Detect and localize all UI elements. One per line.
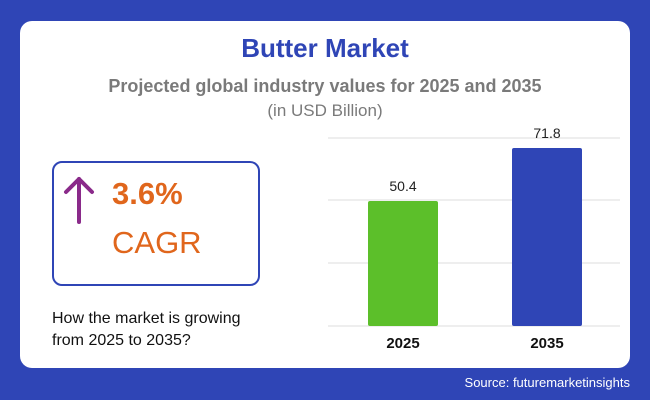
cagr-value: 3.6% — [112, 176, 183, 211]
x-tick-label-2035: 2035 — [530, 335, 563, 352]
bar-value-label-2025: 50.4 — [389, 178, 416, 194]
unit-label: (in USD Billion) — [267, 101, 383, 120]
bar-2035 — [512, 148, 582, 326]
growth-question-line-1: How the market is growing — [52, 310, 241, 327]
cagr-box — [52, 161, 260, 286]
x-tick-label-2025: 2025 — [386, 335, 419, 352]
growth-question-line-2: from 2025 to 2035? — [52, 332, 191, 349]
bar-value-label-2035: 71.8 — [533, 125, 560, 141]
chart-title: Butter Market — [241, 33, 409, 63]
up-arrow-icon — [64, 177, 94, 224]
chart-subtitle: Projected global industry values for 202… — [108, 76, 542, 96]
cagr-label: CAGR — [112, 225, 202, 260]
source-label: Source: futuremarketinsights — [464, 375, 630, 390]
bar-2025 — [368, 201, 438, 326]
growth-question: How the market is growing from 2025 to 2… — [52, 308, 292, 352]
